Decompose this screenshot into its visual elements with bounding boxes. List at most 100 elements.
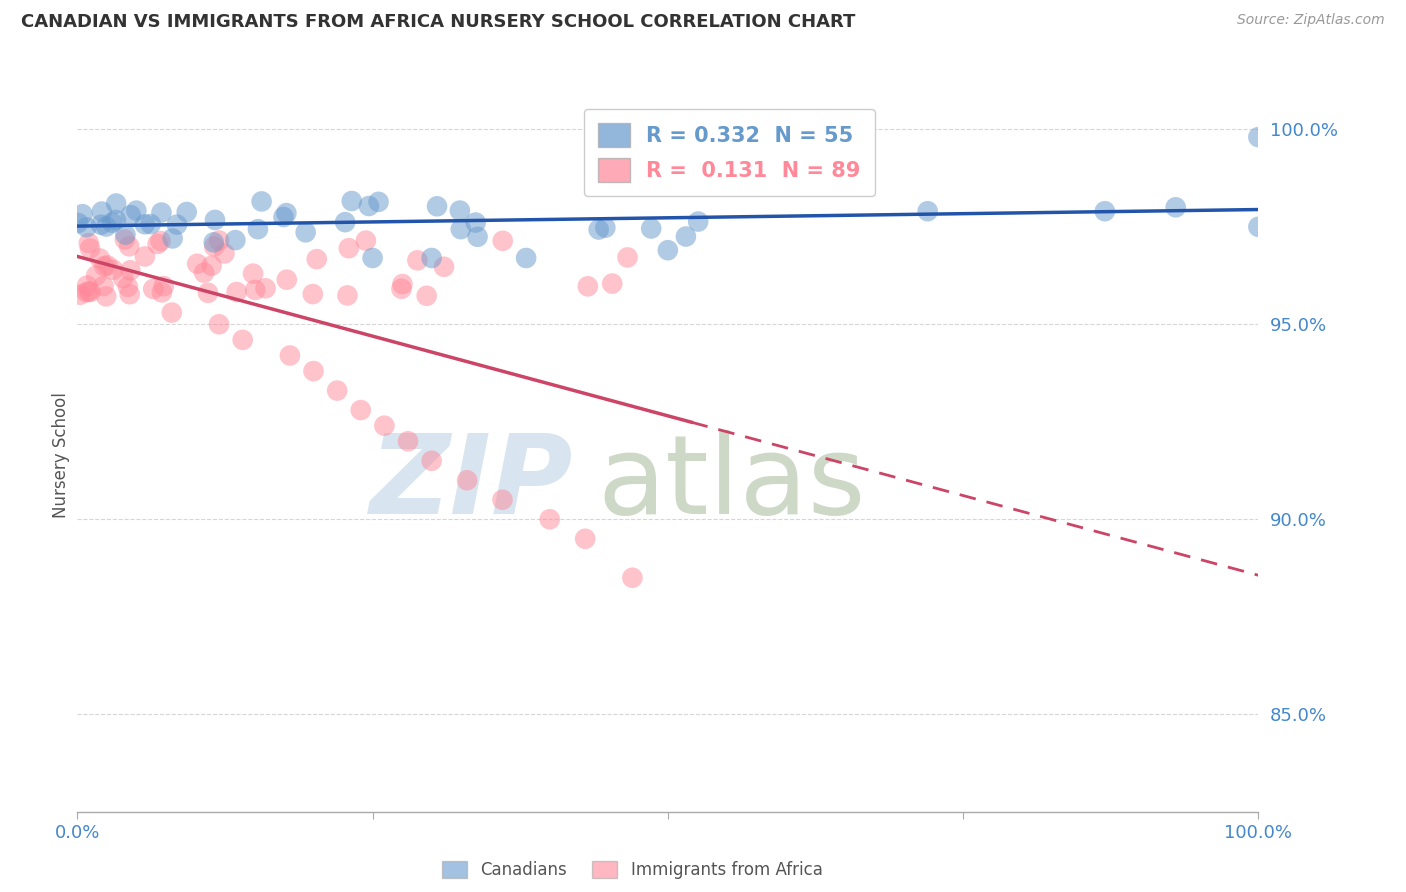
Point: [166, 218, 188, 232]
Point: [197, 285, 219, 300]
Point: [204, 213, 226, 227]
Point: [118, 287, 141, 301]
Point: [149, 234, 172, 248]
Point: [76, 278, 98, 293]
Point: [406, 253, 429, 268]
Point: [492, 234, 515, 248]
Point: [449, 203, 471, 218]
Point: [214, 246, 236, 260]
Point: [224, 233, 246, 247]
Point: [146, 236, 169, 251]
Point: [340, 194, 363, 208]
Point: [90, 204, 112, 219]
Point: [688, 214, 710, 228]
Point: [69, 287, 91, 301]
Point: [294, 225, 316, 239]
Point: [426, 199, 449, 213]
Point: [273, 210, 295, 224]
Point: [202, 239, 225, 253]
Point: [153, 279, 176, 293]
Point: [391, 277, 413, 291]
Point: [67, 216, 90, 230]
Text: ZIP: ZIP: [370, 430, 574, 537]
Point: [84, 268, 107, 283]
Text: Source: ZipAtlas.com: Source: ZipAtlas.com: [1237, 13, 1385, 28]
Point: [134, 217, 156, 231]
Point: [208, 318, 231, 332]
Point: [142, 282, 165, 296]
Point: [621, 571, 644, 585]
Point: [101, 216, 124, 230]
Point: [76, 285, 98, 300]
Point: [1094, 204, 1116, 219]
Point: [538, 512, 561, 526]
Point: [89, 252, 111, 266]
Point: [433, 260, 456, 274]
Point: [640, 221, 662, 235]
Point: [176, 205, 198, 219]
Point: [139, 217, 162, 231]
Point: [354, 234, 377, 248]
Point: [600, 277, 623, 291]
Point: [391, 282, 413, 296]
Point: [201, 259, 224, 273]
Point: [77, 236, 100, 251]
Point: [125, 203, 148, 218]
Point: [79, 285, 101, 299]
Point: [337, 241, 360, 255]
Point: [420, 454, 443, 468]
Point: [302, 364, 325, 378]
Point: [1247, 130, 1270, 145]
Point: [250, 194, 273, 209]
Point: [72, 207, 94, 221]
Point: [1164, 200, 1187, 214]
Point: [202, 235, 225, 250]
Point: [90, 218, 112, 232]
Point: [276, 206, 298, 220]
Point: [243, 283, 266, 297]
Point: [76, 220, 98, 235]
Point: [576, 279, 599, 293]
Legend: Canadians, Immigrants from Africa: Canadians, Immigrants from Africa: [436, 854, 830, 886]
Point: [150, 205, 173, 219]
Text: atlas: atlas: [598, 430, 866, 537]
Point: [675, 229, 697, 244]
Point: [193, 266, 215, 280]
Point: [93, 259, 115, 273]
Point: [254, 281, 277, 295]
Point: [225, 285, 247, 299]
Point: [467, 229, 489, 244]
Point: [117, 279, 139, 293]
Point: [150, 285, 173, 300]
Point: [120, 263, 142, 277]
Point: [657, 243, 679, 257]
Point: [350, 403, 373, 417]
Point: [79, 242, 101, 256]
Point: [276, 273, 298, 287]
Point: [93, 279, 115, 293]
Point: [96, 219, 118, 234]
Point: [278, 349, 301, 363]
Point: [114, 227, 136, 242]
Point: [616, 251, 638, 265]
Point: [305, 252, 328, 267]
Point: [162, 231, 184, 245]
Point: [114, 232, 136, 246]
Point: [186, 257, 208, 271]
Point: [588, 222, 610, 236]
Point: [357, 199, 380, 213]
Text: CANADIAN VS IMMIGRANTS FROM AFRICA NURSERY SCHOOL CORRELATION CHART: CANADIAN VS IMMIGRANTS FROM AFRICA NURSE…: [21, 13, 855, 31]
Point: [118, 239, 141, 253]
Point: [491, 492, 513, 507]
Point: [112, 271, 135, 285]
Point: [246, 222, 269, 236]
Point: [120, 208, 142, 222]
Point: [367, 194, 389, 209]
Point: [373, 418, 395, 433]
Point: [396, 434, 419, 449]
Point: [464, 215, 486, 229]
Point: [595, 220, 617, 235]
Y-axis label: Nursery School: Nursery School: [52, 392, 70, 518]
Point: [96, 289, 118, 303]
Point: [208, 234, 231, 248]
